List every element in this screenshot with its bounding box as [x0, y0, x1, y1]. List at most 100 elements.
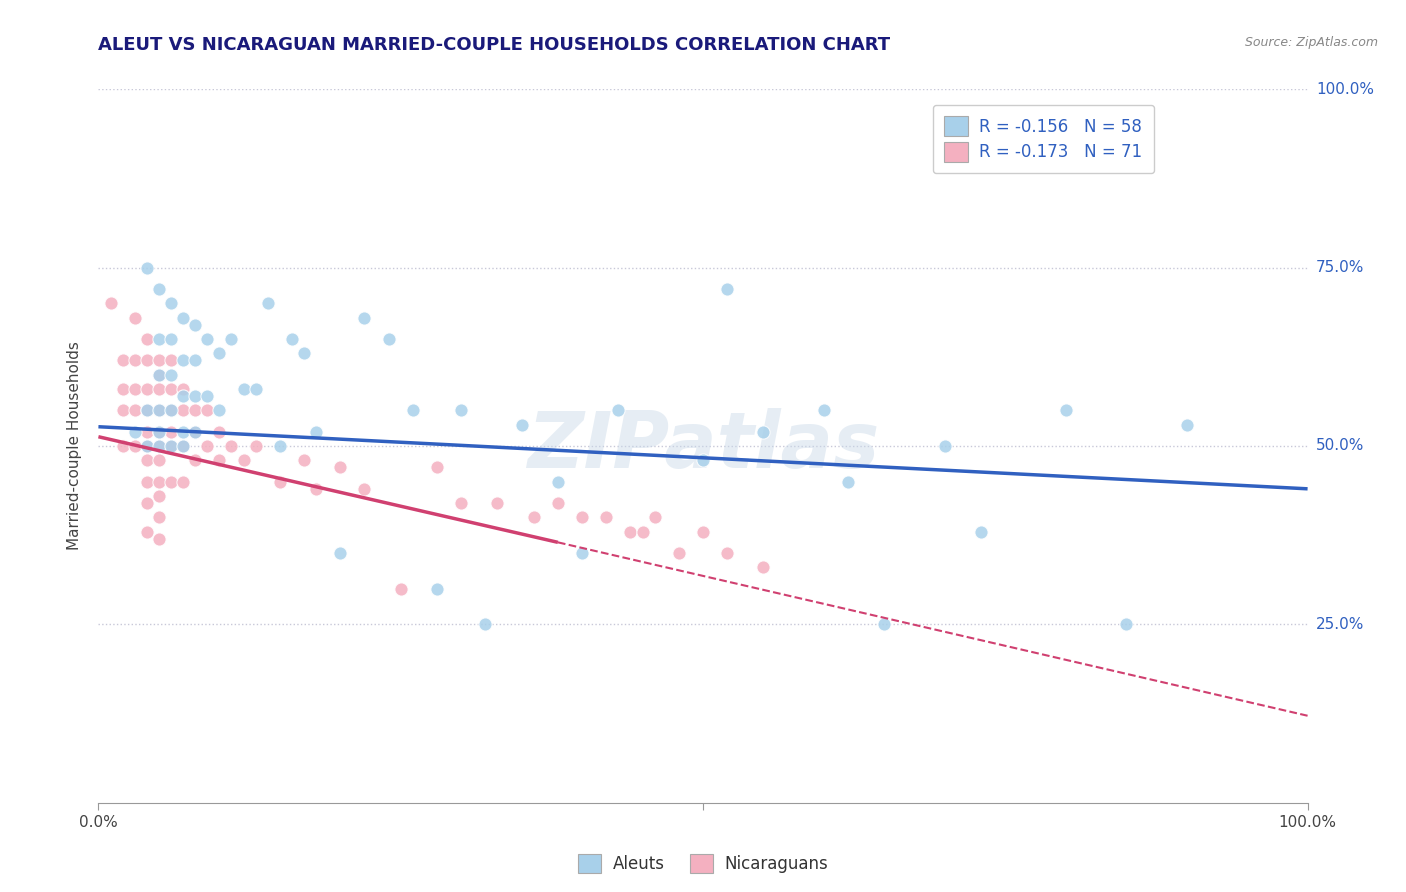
Point [172, 382, 194, 396]
Text: 50.0%: 50.0% [1316, 439, 1364, 453]
Point [873, 617, 896, 632]
Point [269, 475, 291, 489]
Point [716, 282, 738, 296]
Point [148, 453, 170, 467]
Point [135, 382, 157, 396]
Point [184, 403, 207, 417]
Point [148, 403, 170, 417]
Point [571, 546, 593, 560]
Point [716, 546, 738, 560]
Point [644, 510, 666, 524]
Point [426, 460, 449, 475]
Point [692, 453, 714, 467]
Point [353, 310, 375, 325]
Point [148, 282, 170, 296]
Text: 25.0%: 25.0% [1316, 617, 1364, 632]
Point [619, 524, 641, 539]
Point [837, 475, 859, 489]
Point [135, 425, 157, 439]
Point [184, 318, 207, 332]
Point [450, 403, 472, 417]
Point [184, 453, 207, 467]
Point [148, 510, 170, 524]
Point [184, 389, 207, 403]
Point [353, 482, 375, 496]
Point [450, 496, 472, 510]
Point [124, 439, 146, 453]
Point [389, 582, 412, 596]
Point [377, 332, 399, 346]
Point [135, 353, 157, 368]
Point [160, 439, 183, 453]
Point [221, 439, 243, 453]
Legend: Aleuts, Nicaraguans: Aleuts, Nicaraguans [571, 847, 835, 880]
Point [752, 425, 775, 439]
Point [111, 382, 134, 396]
Point [523, 510, 546, 524]
Point [172, 425, 194, 439]
Point [100, 296, 122, 310]
Text: ALEUT VS NICARAGUAN MARRIED-COUPLE HOUSEHOLDS CORRELATION CHART: ALEUT VS NICARAGUAN MARRIED-COUPLE HOUSE… [98, 36, 890, 54]
Point [148, 489, 170, 503]
Point [135, 439, 157, 453]
Point [148, 439, 170, 453]
Point [148, 425, 170, 439]
Point [148, 439, 170, 453]
Point [208, 403, 231, 417]
Point [232, 382, 254, 396]
Point [208, 425, 231, 439]
Point [111, 439, 134, 453]
Point [160, 439, 183, 453]
Point [172, 389, 194, 403]
Point [595, 510, 617, 524]
Point [232, 453, 254, 467]
Point [111, 403, 134, 417]
Point [692, 524, 714, 539]
Point [160, 382, 183, 396]
Point [1115, 617, 1137, 632]
Point [172, 403, 194, 417]
Point [124, 403, 146, 417]
Point [172, 310, 194, 325]
Point [281, 332, 304, 346]
Point [135, 403, 157, 417]
Text: 75.0%: 75.0% [1316, 260, 1364, 275]
Point [752, 560, 775, 574]
Point [160, 332, 183, 346]
Text: 100.0%: 100.0% [1316, 82, 1374, 96]
Point [1054, 403, 1077, 417]
Point [195, 389, 218, 403]
Point [148, 475, 170, 489]
Point [135, 260, 157, 275]
Point [221, 332, 243, 346]
Point [124, 382, 146, 396]
Point [256, 296, 278, 310]
Point [329, 546, 352, 560]
Point [148, 332, 170, 346]
Point [547, 496, 569, 510]
Point [305, 482, 328, 496]
Point [269, 439, 291, 453]
Point [160, 425, 183, 439]
Point [668, 546, 690, 560]
Point [208, 346, 231, 360]
Point [184, 353, 207, 368]
Point [970, 524, 993, 539]
Point [148, 403, 170, 417]
Text: Source: ZipAtlas.com: Source: ZipAtlas.com [1244, 36, 1378, 49]
Point [160, 368, 183, 382]
Point [148, 425, 170, 439]
Point [148, 532, 170, 546]
Point [184, 425, 207, 439]
Point [135, 403, 157, 417]
Point [474, 617, 496, 632]
Point [160, 296, 183, 310]
Point [135, 496, 157, 510]
Point [486, 496, 509, 510]
Point [547, 475, 569, 489]
Point [813, 403, 835, 417]
Point [1175, 417, 1198, 432]
Point [172, 353, 194, 368]
Point [124, 310, 146, 325]
Text: ZIPatlas: ZIPatlas [527, 408, 879, 484]
